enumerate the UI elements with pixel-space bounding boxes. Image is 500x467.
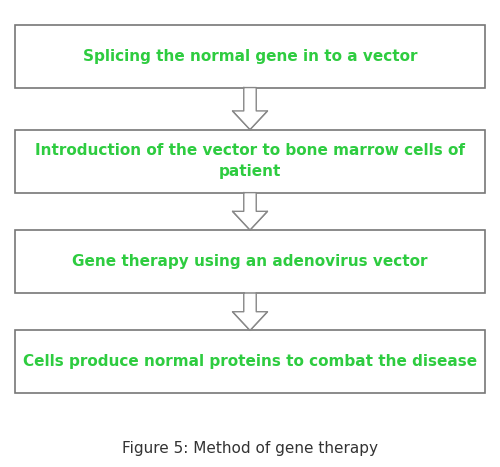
Polygon shape	[232, 111, 268, 129]
Polygon shape	[234, 192, 266, 228]
FancyBboxPatch shape	[15, 24, 485, 88]
FancyBboxPatch shape	[15, 331, 485, 393]
Text: Figure 5: Method of gene therapy: Figure 5: Method of gene therapy	[122, 441, 378, 456]
FancyBboxPatch shape	[244, 192, 256, 211]
FancyBboxPatch shape	[244, 88, 256, 111]
Polygon shape	[232, 211, 268, 230]
Text: Gene therapy using an adenovirus vector: Gene therapy using an adenovirus vector	[72, 254, 428, 269]
FancyBboxPatch shape	[15, 129, 485, 192]
FancyBboxPatch shape	[244, 293, 256, 312]
Text: Splicing the normal gene in to a vector: Splicing the normal gene in to a vector	[83, 49, 417, 64]
Text: Cells produce normal proteins to combat the disease: Cells produce normal proteins to combat …	[23, 354, 477, 369]
FancyBboxPatch shape	[15, 230, 485, 293]
Polygon shape	[232, 312, 268, 331]
Text: Introduction of the vector to bone marrow cells of
patient: Introduction of the vector to bone marro…	[35, 143, 465, 179]
Polygon shape	[234, 88, 266, 128]
Polygon shape	[234, 293, 266, 329]
